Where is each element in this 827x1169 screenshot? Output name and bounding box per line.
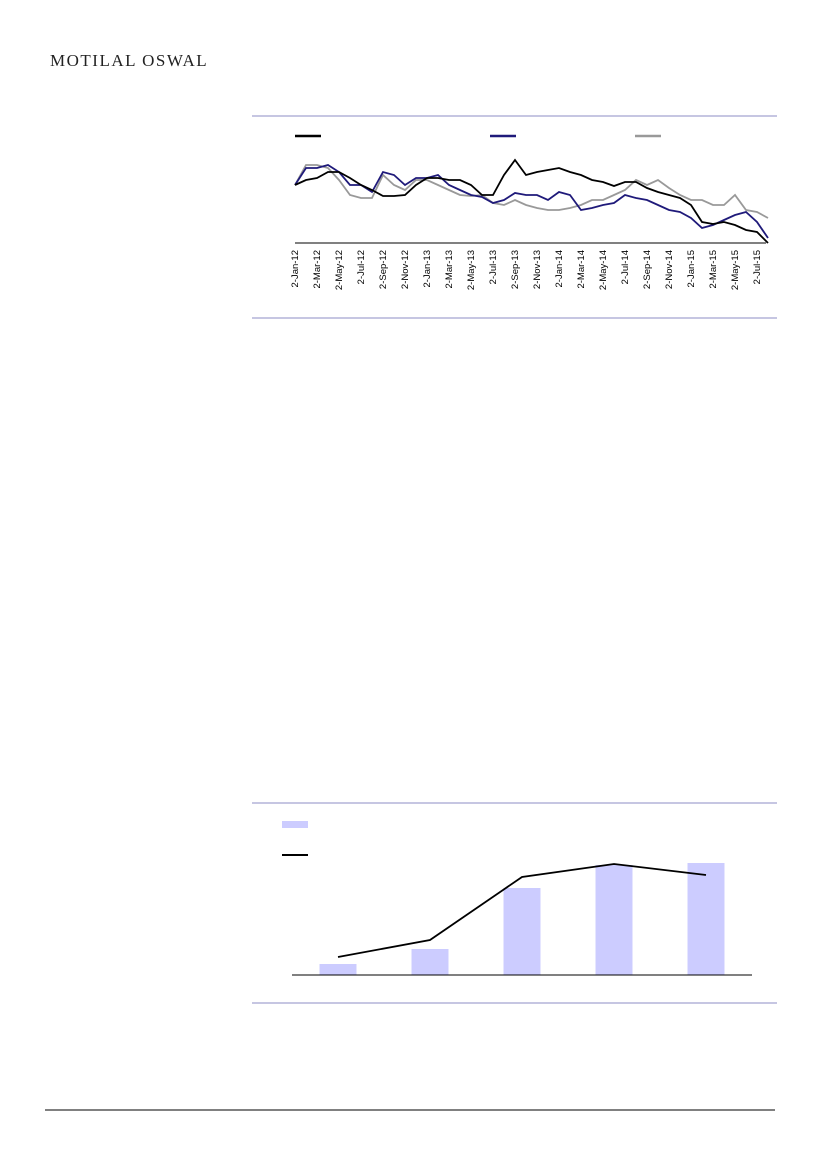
x-tick-label: 2-Jul-12 [356,250,367,284]
x-tick-label: 2-Sep-12 [378,250,389,289]
x-tick-label: 2-Mar-12 [312,250,323,289]
x-tick-label: 2-Jan-13 [422,250,433,288]
x-tick-label: 2-Jan-12 [290,250,301,288]
line-series [294,158,769,244]
x-tick-label: 2-May-14 [598,250,609,290]
bar [595,865,633,975]
x-tick-label: 2-Nov-13 [532,250,543,289]
x-tick-label: 2-Jan-14 [554,250,565,288]
x-tick-label: 2-Jul-15 [752,250,763,284]
bar [411,949,449,975]
x-tick-label: 2-May-15 [730,250,741,290]
brand: MOTILAL OSWAL [50,51,208,70]
line-series [337,863,707,958]
x-tick-label: 2-Mar-14 [576,250,587,289]
x-tick-label: 2-Sep-13 [510,250,521,289]
line-series [294,164,769,239]
bar [503,888,541,975]
x-tick-label: 2-Mar-15 [708,250,719,289]
x-tick-label: 2-May-13 [466,250,477,290]
line-series [294,164,769,219]
bar [687,863,725,975]
x-tick-label: 2-Nov-14 [664,250,675,289]
x-tick-label: 2-Jul-14 [620,250,631,284]
legend-swatch [282,821,308,828]
x-tick-label: 2-Jan-15 [686,250,697,288]
x-tick-label: 2-Nov-12 [400,250,411,289]
x-tick-label: 2-Sep-14 [642,250,653,289]
x-tick-label: 2-May-12 [334,250,345,290]
x-tick-label: 2-Mar-13 [444,250,455,289]
x-tick-label: 2-Jul-13 [488,250,499,284]
bar [319,964,357,975]
